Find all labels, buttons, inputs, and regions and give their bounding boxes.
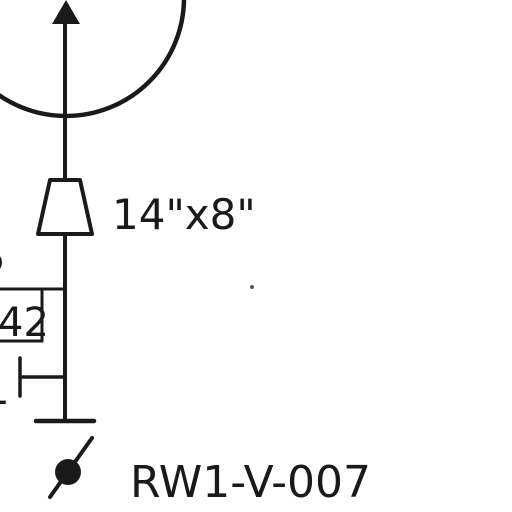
stray-dot	[250, 285, 254, 289]
equipment-circle	[0, 0, 187, 119]
valve-tag-label: RW1-V-007	[130, 457, 371, 508]
partial-label-bottom: 1	[0, 368, 9, 414]
partial-label-top: 5	[0, 236, 5, 282]
reducer-size-label: 14"x8"	[112, 190, 256, 239]
side-number-label: 42	[0, 300, 49, 346]
reducer-symbol	[36, 178, 94, 236]
flow-arrow-icon	[52, 0, 80, 24]
valve-body-icon	[55, 459, 81, 485]
